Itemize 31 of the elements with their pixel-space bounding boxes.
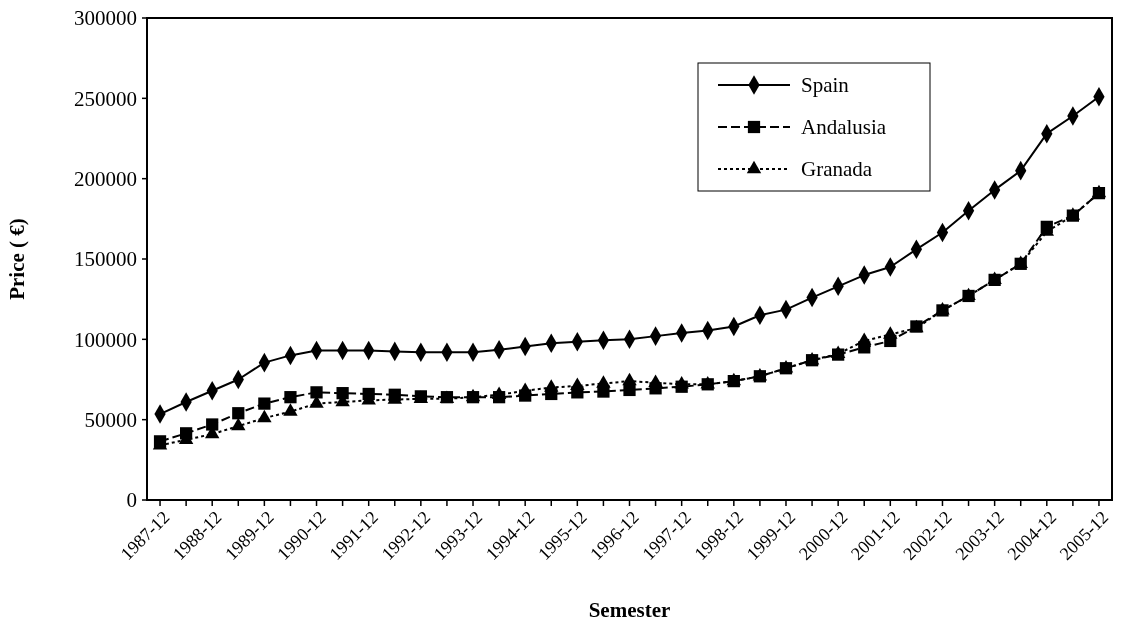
y-tick-label: 300000 [74,6,137,31]
point [310,386,323,399]
point [622,372,637,386]
point [674,376,689,389]
point [206,418,219,431]
point [283,403,298,416]
point [883,326,898,339]
point [284,391,297,404]
legend-label: Granada [801,157,873,181]
point [623,383,636,397]
point [857,332,872,346]
y-axis-title: Price ( €) [5,218,29,300]
point [491,386,507,399]
y-tick-label: 0 [126,488,137,513]
y-tick-label: 200000 [74,167,137,192]
point [258,397,271,410]
y-tick-label: 100000 [74,327,137,352]
y-tick-label: 150000 [74,247,137,272]
x-axis-title: Semester [588,598,671,622]
y-tick-label: 250000 [74,86,137,111]
point [596,375,611,388]
point [232,407,245,420]
point [231,417,246,431]
point [544,379,559,392]
legend-label: Andalusia [801,115,887,139]
legend-label: Spain [801,73,850,97]
point [648,374,663,387]
point [570,377,585,391]
point [257,409,272,423]
point [517,382,533,395]
y-tick-label: 50000 [84,408,137,433]
